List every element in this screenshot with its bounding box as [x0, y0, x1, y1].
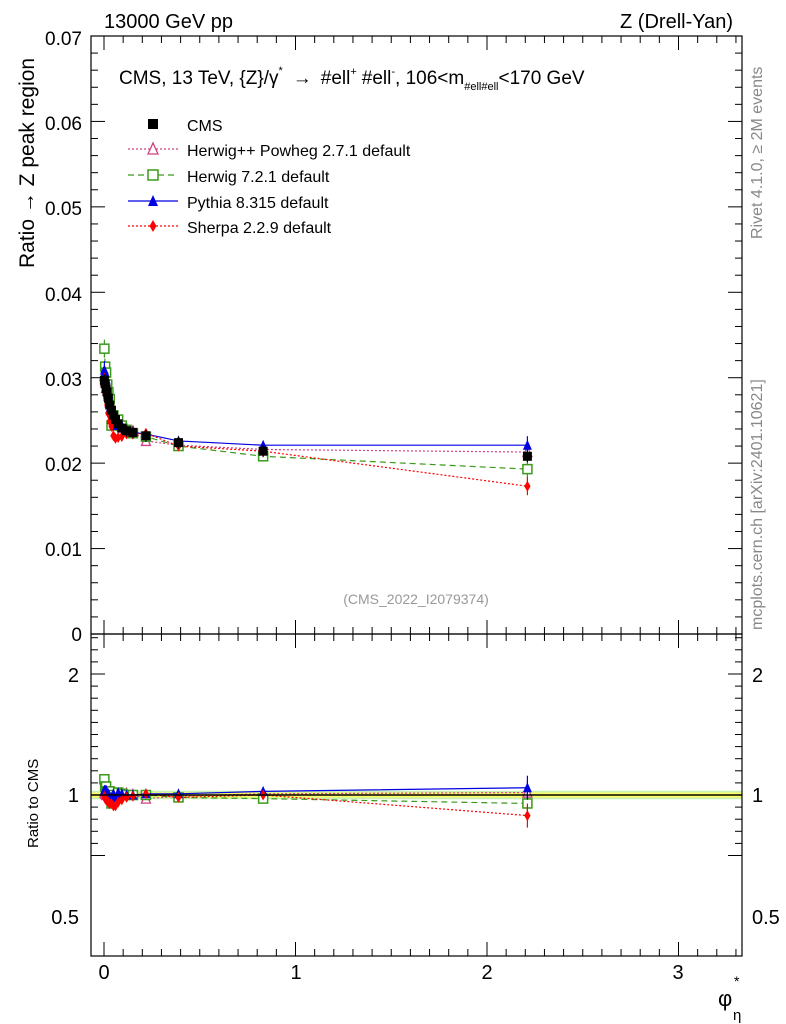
data-point-sherpa — [115, 432, 122, 444]
legend-marker-pythia — [148, 195, 158, 206]
data-point-cms — [117, 423, 127, 433]
data-point-pythia — [100, 367, 110, 378]
ratio-point-sherpa — [112, 800, 119, 812]
y-tick-label: 0.06 — [45, 114, 82, 135]
ratio-point-sherpa — [524, 810, 531, 822]
data-point-cms — [128, 427, 138, 437]
x-axis-label-main: φ — [718, 986, 732, 1011]
title-range-b: <170 GeV — [498, 68, 584, 89]
y-tick-label: 0 — [71, 625, 82, 646]
ratio-y-tick-label: 0.5 — [51, 907, 79, 929]
data-point-sherpa — [112, 432, 119, 444]
y-tick-label: 0.01 — [45, 540, 82, 561]
series-line-sherpa — [103, 381, 528, 487]
rivet-version-label: Rivet 4.1.0, ≥ 2M events — [749, 67, 766, 239]
data-point-cms — [105, 400, 115, 410]
title-ell2: #ell — [362, 68, 392, 89]
data-point-sherpa — [118, 431, 125, 443]
y-tick-label: 0.02 — [45, 455, 82, 476]
data-point-cms — [141, 431, 151, 441]
y-tick-label: 0.07 — [45, 29, 82, 50]
ratio-plot-data — [98, 774, 533, 828]
data-point-cms — [258, 446, 268, 456]
data-point-pythia — [522, 439, 532, 450]
ratio-y-tick-label: 2 — [68, 665, 79, 687]
title-arrow: → — [293, 68, 312, 89]
legend-label-herwig7: Herwig 7.2.1 default — [187, 169, 330, 186]
x-tick-label: 1 — [290, 962, 301, 984]
ratio-right-y-tick-label: 2 — [752, 665, 763, 687]
legend-label-pythia: Pythia 8.315 default — [187, 195, 329, 212]
series-line-pythia — [103, 369, 528, 446]
data-point-cms — [102, 387, 112, 397]
main-plot-data — [98, 339, 533, 496]
title-main: CMS, 13 TeV, {Z}/γ — [119, 68, 279, 89]
ratio-point-sherpa — [115, 796, 122, 808]
legend-marker-herwigpp — [146, 141, 160, 155]
ratio-point-sherpa — [108, 797, 115, 809]
legend: CMS Herwig++ Powheg 2.7.1 default Herwig… — [128, 118, 411, 237]
data-point-herwig7 — [99, 343, 110, 354]
ratio-right-y-tick-label: 0.5 — [752, 907, 780, 929]
legend-label-sherpa: Sherpa 2.2.9 default — [187, 220, 332, 237]
x-axis-label-sub: η — [733, 1007, 741, 1024]
header-right: Z (Drell-Yan) — [620, 11, 733, 33]
title-plus: + — [350, 66, 356, 78]
y-tick-label: 0.04 — [45, 285, 82, 306]
main-y-axis-label: Ratio → Z peak region — [16, 58, 39, 268]
ratio-y-tick-label: 1 — [68, 785, 79, 807]
ratio-y-axis-label: Ratio to CMS — [25, 759, 42, 848]
x-tick-label: 2 — [481, 962, 492, 984]
legend-marker-sherpa — [149, 220, 157, 232]
legend-label-herwigpp: Herwig++ Powheg 2.7.1 default — [187, 143, 411, 160]
axis-ticks — [91, 35, 742, 956]
ratio-point-sherpa — [142, 788, 150, 800]
legend-marker-cms — [148, 119, 158, 129]
title-ell1: #ell — [321, 68, 351, 89]
x-axis-label-sup: * — [734, 973, 740, 989]
ratio-right-y-tick-label: 1 — [752, 785, 763, 807]
data-point-sherpa — [108, 420, 115, 432]
plot-title: CMS, 13 TeV, {Z}/γ* → #ell+ #ell-, 106<m#el… — [119, 65, 585, 93]
x-axis-label: φ * η — [718, 973, 741, 1024]
data-point-cms — [103, 393, 113, 403]
series-line-herwigpp — [103, 375, 528, 453]
title-minus: - — [391, 66, 395, 78]
legend-markers — [128, 119, 178, 232]
source-label: mcplots.cern.ch [arXiv:2401.10621] — [749, 379, 766, 630]
analysis-watermark: (CMS_2022_I2079374) — [343, 591, 489, 607]
header-left: 13000 GeV pp — [104, 11, 233, 33]
data-point-cms — [173, 438, 183, 448]
x-tick-label: 3 — [672, 962, 683, 984]
data-point-cms — [100, 379, 110, 389]
y-tick-label: 0.03 — [45, 370, 82, 391]
ratio-point-pythia — [522, 782, 532, 793]
title-range-sub: #ell#ell — [464, 81, 498, 93]
ratio-point-sherpa — [129, 790, 137, 802]
legend-marker-herwig7 — [147, 169, 159, 181]
x-tick-label: 0 — [98, 962, 109, 984]
data-point-cms — [106, 405, 116, 415]
title-star: * — [278, 65, 283, 77]
data-point-herwig7 — [522, 463, 533, 475]
ratio-point-sherpa — [118, 794, 125, 806]
data-point-cms — [122, 426, 132, 436]
legend-label-cms: CMS — [187, 118, 223, 135]
data-point-cms — [522, 451, 532, 461]
main-y-tick-labels: 0 0.01 0.02 0.03 0.04 0.05 0.06 0.07 — [45, 29, 82, 646]
y-tick-label: 0.05 — [45, 199, 82, 220]
title-range-a: , 106<m — [395, 68, 464, 89]
svg-text:CMS, 13 TeV, {Z}/γ*→#ell+#ell-: CMS, 13 TeV, {Z}/γ* → #ell+ #ell-, 106<m#el… — [119, 65, 585, 93]
data-point-sherpa — [524, 480, 531, 492]
